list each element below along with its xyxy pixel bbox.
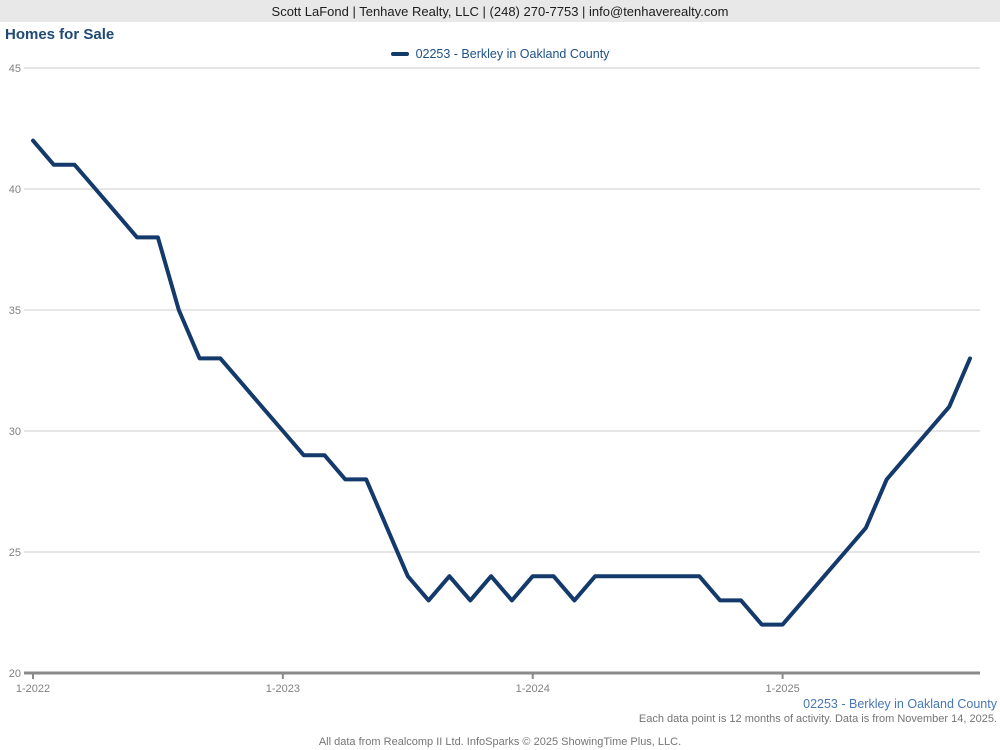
y-tick-label: 20 [9, 668, 21, 680]
footer-attribution: All data from Realcomp II Ltd. InfoSpark… [318, 736, 682, 748]
y-tick-label: 25 [9, 547, 21, 559]
x-tick-label: 1-2024 [516, 683, 550, 695]
series-line [31, 138, 972, 627]
header-bar: Scott LaFond | Tenhave Realty, LLC | (24… [0, 0, 1000, 22]
page-title: Homes for Sale [5, 26, 115, 43]
y-tick-label: 40 [9, 184, 21, 196]
legend-label: 02253 - Berkley in Oakland County [415, 47, 610, 61]
header-contact-line: Scott LaFond | Tenhave Realty, LLC | (24… [271, 3, 729, 19]
homes-for-sale-line-chart: 20 25 30 35 40 45 1-2022 1-2023 1-2024 1-2025 [9, 63, 980, 695]
legend-line-swatch [390, 52, 409, 56]
y-tick-label: 35 [9, 305, 21, 317]
y-tick-label: 45 [9, 63, 21, 75]
y-tick-label: 30 [9, 426, 21, 438]
chart-legend: 02253 - Berkley in Oakland County [0, 47, 1000, 61]
footer-data-note: Each data point is 12 months of activity… [638, 713, 997, 725]
x-tick-label: 1-2022 [16, 683, 50, 695]
x-tick-label: 1-2025 [765, 683, 799, 695]
footer-series-label: 02253 - Berkley in Oakland County [803, 697, 997, 711]
x-tick-label: 1-2023 [266, 683, 300, 695]
